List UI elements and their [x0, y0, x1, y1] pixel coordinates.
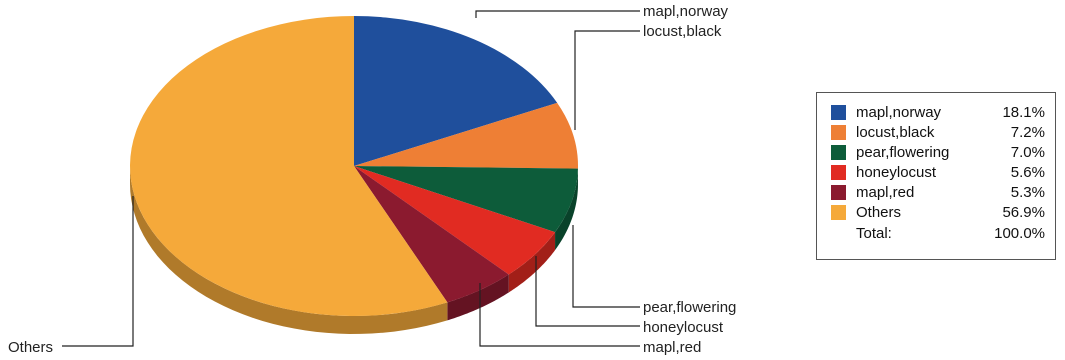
legend-swatch — [831, 204, 846, 220]
legend-swatch — [831, 164, 846, 180]
legend-label: mapl,norway — [856, 103, 942, 121]
leader-line-pear-flowering — [572, 225, 640, 308]
legend-swatch — [831, 184, 846, 200]
leader-line-locust-black — [574, 30, 640, 130]
pie-slice-others — [130, 16, 448, 316]
slice-label-mapl-red: mapl,red — [643, 339, 701, 356]
legend-label: mapl,red — [856, 183, 915, 201]
legend-value: 56.9% — [1002, 203, 1045, 221]
legend-total: Total: 100.0% — [831, 222, 1045, 244]
legend-value: 7.0% — [1010, 143, 1045, 161]
legend-item-others: Others 56.9% — [831, 202, 1045, 222]
legend-item-pear-flowering: pear,flowering 7.0% — [831, 142, 1045, 162]
pie-slice-pear-flowering — [354, 166, 578, 233]
legend-swatch — [831, 124, 846, 140]
pie-side-mapl-red — [447, 274, 509, 321]
legend-total-value: 100.0% — [994, 224, 1045, 242]
pie-slice-honeylocust — [354, 166, 556, 275]
pie-slice-locust-black — [354, 102, 579, 169]
pie-side-honeylocust — [508, 232, 556, 293]
legend-value: 18.1% — [1002, 103, 1045, 121]
legend-total-label: Total: — [856, 224, 892, 242]
leader-line-others — [62, 196, 134, 347]
leader-line-honeylocust — [535, 256, 640, 327]
slice-label-mapl-norway: mapl,norway — [643, 3, 729, 20]
legend-item-locust-black: locust,black 7.2% — [831, 122, 1045, 142]
legend-label: locust,black — [856, 123, 935, 141]
leader-line-mapl-red — [479, 283, 640, 347]
legend-swatch — [831, 104, 846, 120]
pie-slice-mapl-red — [354, 166, 509, 303]
legend-label: Others — [856, 203, 902, 221]
slice-label-pear-flowering: pear,flowering — [643, 299, 736, 316]
leader-line-mapl-norway — [475, 10, 640, 18]
legend-value: 7.2% — [1010, 123, 1045, 141]
slice-label-locust-black: locust,black — [643, 23, 722, 40]
pie-slice-mapl-norway — [354, 16, 558, 166]
legend-item-mapl-red: mapl,red 5.3% — [831, 182, 1045, 202]
slice-label-others: Others — [8, 339, 53, 356]
legend-item-honeylocust: honeylocust 5.6% — [831, 162, 1045, 182]
slice-label-honeylocust: honeylocust — [643, 319, 724, 336]
legend-label: honeylocust — [856, 163, 937, 181]
legend-value: 5.3% — [1010, 183, 1045, 201]
legend-label: pear,flowering — [856, 143, 950, 161]
legend-swatch — [831, 144, 846, 160]
pie-side-others — [130, 166, 448, 334]
pie-side-pear-flowering — [555, 168, 578, 251]
legend-item-mapl-norway: mapl,norway 18.1% — [831, 102, 1045, 122]
legend: mapl,norway 18.1% locust,black 7.2% pear,flo… — [816, 92, 1056, 260]
legend-value: 5.6% — [1010, 163, 1045, 181]
